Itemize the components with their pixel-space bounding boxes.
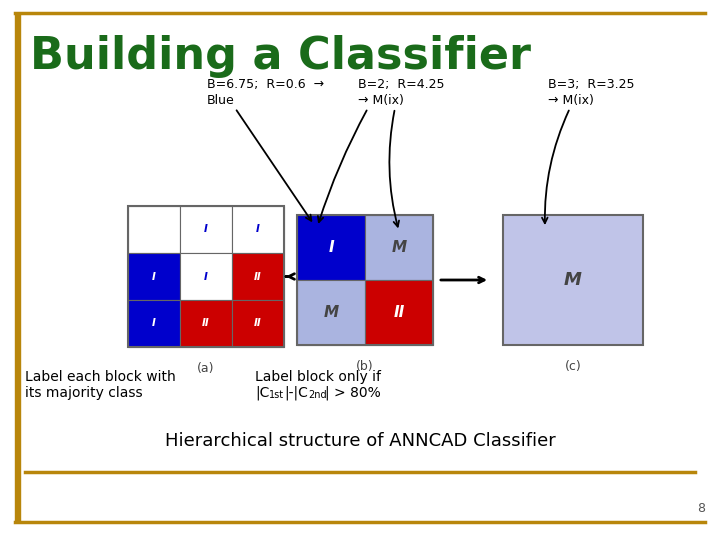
Text: Label block only if: Label block only if — [255, 370, 381, 384]
Text: I: I — [152, 319, 156, 328]
Bar — [365, 280, 433, 345]
Bar — [180, 253, 232, 300]
Text: II: II — [254, 319, 262, 328]
Text: II: II — [202, 319, 210, 328]
Bar — [15, 13, 20, 522]
Bar — [365, 215, 433, 280]
Text: 8: 8 — [697, 502, 705, 515]
Text: → M(ix): → M(ix) — [548, 94, 594, 107]
Text: I: I — [204, 225, 208, 234]
Text: B=3;  R=3.25: B=3; R=3.25 — [548, 78, 634, 91]
Text: M: M — [564, 271, 582, 289]
Bar — [180, 206, 232, 253]
Text: → M(ix): → M(ix) — [358, 94, 404, 107]
Text: |-|C: |-|C — [284, 386, 308, 401]
Text: II: II — [393, 305, 405, 320]
Bar — [128, 206, 284, 347]
Text: B=2;  R=4.25: B=2; R=4.25 — [358, 78, 444, 91]
Text: |C: |C — [255, 386, 269, 401]
Text: Building a Classifier: Building a Classifier — [30, 35, 531, 78]
Text: (c): (c) — [564, 360, 581, 373]
Text: M: M — [323, 305, 338, 320]
Bar — [128, 300, 180, 347]
Text: Blue: Blue — [207, 94, 235, 107]
Bar — [297, 215, 365, 280]
Text: (b): (b) — [356, 360, 374, 373]
Text: (a): (a) — [197, 362, 215, 375]
Bar — [128, 253, 180, 300]
Text: I: I — [152, 272, 156, 281]
Text: Hierarchical structure of ANNCAD Classifier: Hierarchical structure of ANNCAD Classif… — [165, 432, 555, 450]
Text: I: I — [256, 225, 260, 234]
Text: M: M — [392, 240, 407, 255]
Bar — [232, 300, 284, 347]
Bar — [297, 280, 365, 345]
Text: 1st: 1st — [269, 390, 284, 400]
Text: B=6.75;  R=0.6  →: B=6.75; R=0.6 → — [207, 78, 324, 91]
Text: I: I — [328, 240, 334, 255]
Bar — [503, 215, 643, 345]
Text: I: I — [204, 272, 208, 281]
Bar — [180, 300, 232, 347]
Text: 2nd: 2nd — [308, 390, 327, 400]
Bar — [232, 253, 284, 300]
Bar — [232, 206, 284, 253]
Bar — [297, 215, 433, 345]
Bar — [128, 206, 180, 253]
Text: Label each block with: Label each block with — [25, 370, 176, 384]
Text: II: II — [254, 272, 262, 281]
Text: | > 80%: | > 80% — [325, 386, 381, 401]
Text: its majority class: its majority class — [25, 386, 143, 400]
